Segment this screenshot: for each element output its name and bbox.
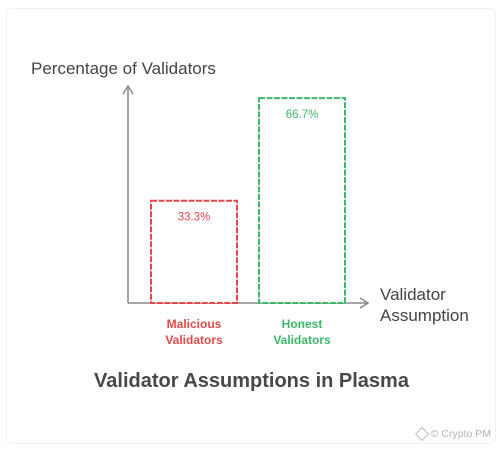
category-label: Malicious Validators xyxy=(165,317,223,347)
watermark-text: © Crypto PM xyxy=(430,428,491,440)
y-axis-title: Percentage of Validators xyxy=(31,59,216,78)
bars-group: 33.3% Malicious Validators 66.7% Honest Valid… xyxy=(150,97,346,347)
bar-honest-validators xyxy=(258,97,346,304)
x-axis-title: Validator Assumption xyxy=(380,285,469,325)
bar-value-label: 66.7% xyxy=(286,109,319,121)
x-axis-arrow xyxy=(359,297,370,309)
bar-value-label: 33.3% xyxy=(178,212,211,224)
x-axis-title-line-1: Validator xyxy=(380,285,446,304)
watermark: © Crypto PM xyxy=(414,427,491,442)
chart-frame xyxy=(6,8,496,444)
chart-title: Validator Assumptions in Plasma xyxy=(94,370,409,392)
crypto-pm-logo-icon xyxy=(414,427,429,442)
bar-chart: Percentage of Validators Validator Assump… xyxy=(31,59,469,347)
x-axis-title-line-2: Assumption xyxy=(380,306,469,325)
y-axis-arrow xyxy=(122,84,134,95)
bar-malicious-validators xyxy=(150,199,238,305)
category-label: Honest Validators xyxy=(273,317,331,347)
